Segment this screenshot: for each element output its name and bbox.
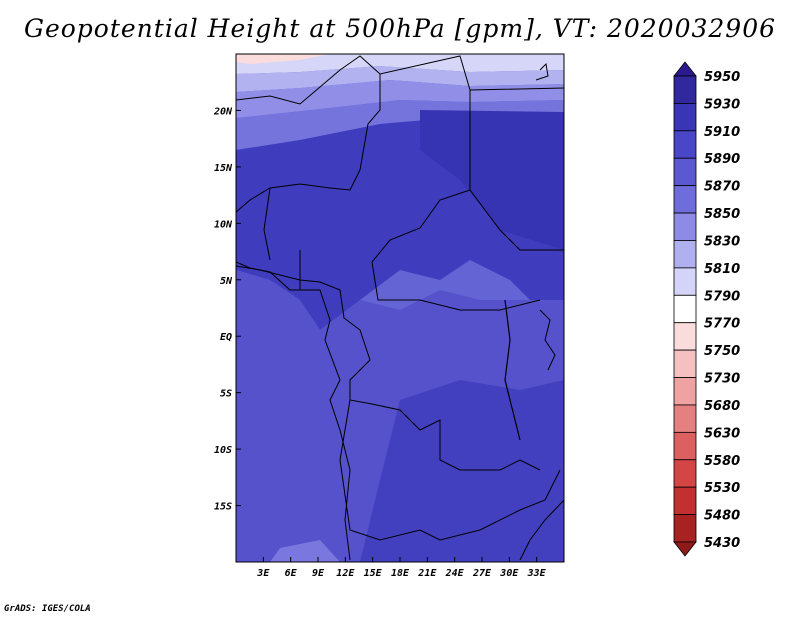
colorbar-level-label: 5830 [704, 234, 740, 249]
y-tick-label: 20N [213, 106, 233, 117]
y-tick-label: 5S [220, 389, 232, 400]
coastline-west [236, 261, 351, 561]
colorbar-box [673, 404, 697, 433]
border-west [263, 187, 301, 290]
colorbar-labels: 5950 5930 5910 5890 5870 5850 5830 5810 5790 5770… [704, 70, 740, 551]
colorbar-level-label: 5890 [704, 152, 740, 167]
x-axis: 3E 6E 9E 12E 15E 18E 21E 24E 27E 30E 33E [256, 557, 547, 579]
colorbar-level-label: 5680 [704, 399, 740, 414]
x-tick-label: 24E [445, 568, 465, 579]
y-tick-label: 15S [214, 502, 232, 513]
colorbar-level-label: 5810 [704, 262, 740, 277]
field-band-5890-south [360, 380, 564, 562]
y-tick-label: EQ [220, 332, 232, 343]
x-tick-label: 21E [417, 568, 437, 579]
colorbar-box [673, 75, 697, 104]
colorbar-level-label: 5930 [704, 97, 740, 112]
colorbar-box [673, 459, 697, 488]
x-tick-label: 27E [472, 568, 492, 579]
great-lakes [504, 299, 521, 441]
x-tick-label: 3E [256, 568, 270, 579]
colorbar-box [673, 240, 697, 269]
colorbar-level-label: 5480 [704, 509, 740, 524]
colorbar-level-label: 5580 [704, 454, 740, 469]
border-north [236, 55, 381, 213]
y-tick-label: 15N [214, 163, 233, 174]
colorbar-box [673, 431, 697, 461]
colorbar-level-label: 5790 [704, 289, 740, 304]
colorbar-box [673, 212, 697, 241]
border-south [339, 399, 561, 541]
colorbar-boxes [673, 61, 697, 557]
colorbar-arrow-top [673, 61, 697, 77]
colorbar-level-label: 5730 [704, 372, 740, 387]
y-tick-label: 5N [220, 276, 233, 287]
colorbar-level-label: 5630 [704, 426, 740, 441]
colorbar-box [673, 185, 697, 214]
colorbar-level-label: 5910 [704, 125, 740, 140]
x-tick-label: 6E [285, 568, 298, 579]
colorbar-level-label: 5430 [704, 536, 740, 551]
field-band-5750 [236, 54, 330, 64]
colorbar-arrow-bottom [673, 541, 697, 557]
colorbar-box [673, 514, 697, 543]
field-band-5910 [420, 110, 564, 250]
country-borders [236, 55, 564, 561]
coastline-redsea [535, 62, 549, 81]
colorbar-level-label: 5750 [704, 344, 740, 359]
colorbar-level-label: 5950 [704, 70, 740, 85]
field-band-5790 [236, 54, 564, 74]
colorbar-box [673, 267, 697, 296]
colorbar-level-label: 5770 [704, 317, 740, 332]
x-tick-label: 18E [391, 568, 410, 579]
colorbar-box [673, 294, 697, 324]
coastline-east [519, 499, 564, 561]
y-axis: 20N 15N 10N 5N EQ 5S 10S 15S [213, 106, 241, 513]
colorbar-box [673, 322, 697, 351]
colorbar-level-label: 5530 [704, 481, 740, 496]
x-tick-label: 9E [312, 568, 325, 579]
x-tick-label: 12E [336, 568, 355, 579]
colorbar-level-label: 5870 [704, 180, 740, 195]
colorbar-box [673, 130, 697, 159]
y-tick-label: 10N [214, 219, 233, 230]
colorbar-box [673, 486, 697, 515]
x-tick-label: 33E [527, 568, 547, 579]
field-band-5850-south [270, 540, 340, 562]
border-east [469, 87, 564, 251]
colorbar-box [673, 103, 697, 132]
colorbar-box [673, 349, 697, 378]
lake-victoria [539, 309, 556, 371]
colorbar-level-label: 5850 [704, 207, 740, 222]
footer-credit: GrADS: IGES/COLA [4, 604, 91, 614]
colorbar-box [673, 377, 697, 406]
colorbar-box [673, 157, 697, 187]
chart-title: Geopotential Height at 500hPa [gpm], VT:… [23, 14, 777, 43]
x-tick-label: 30E [499, 568, 519, 579]
x-tick-label: 15E [364, 568, 383, 579]
y-tick-label: 10S [214, 445, 232, 456]
field-band-5810 [236, 66, 564, 92]
